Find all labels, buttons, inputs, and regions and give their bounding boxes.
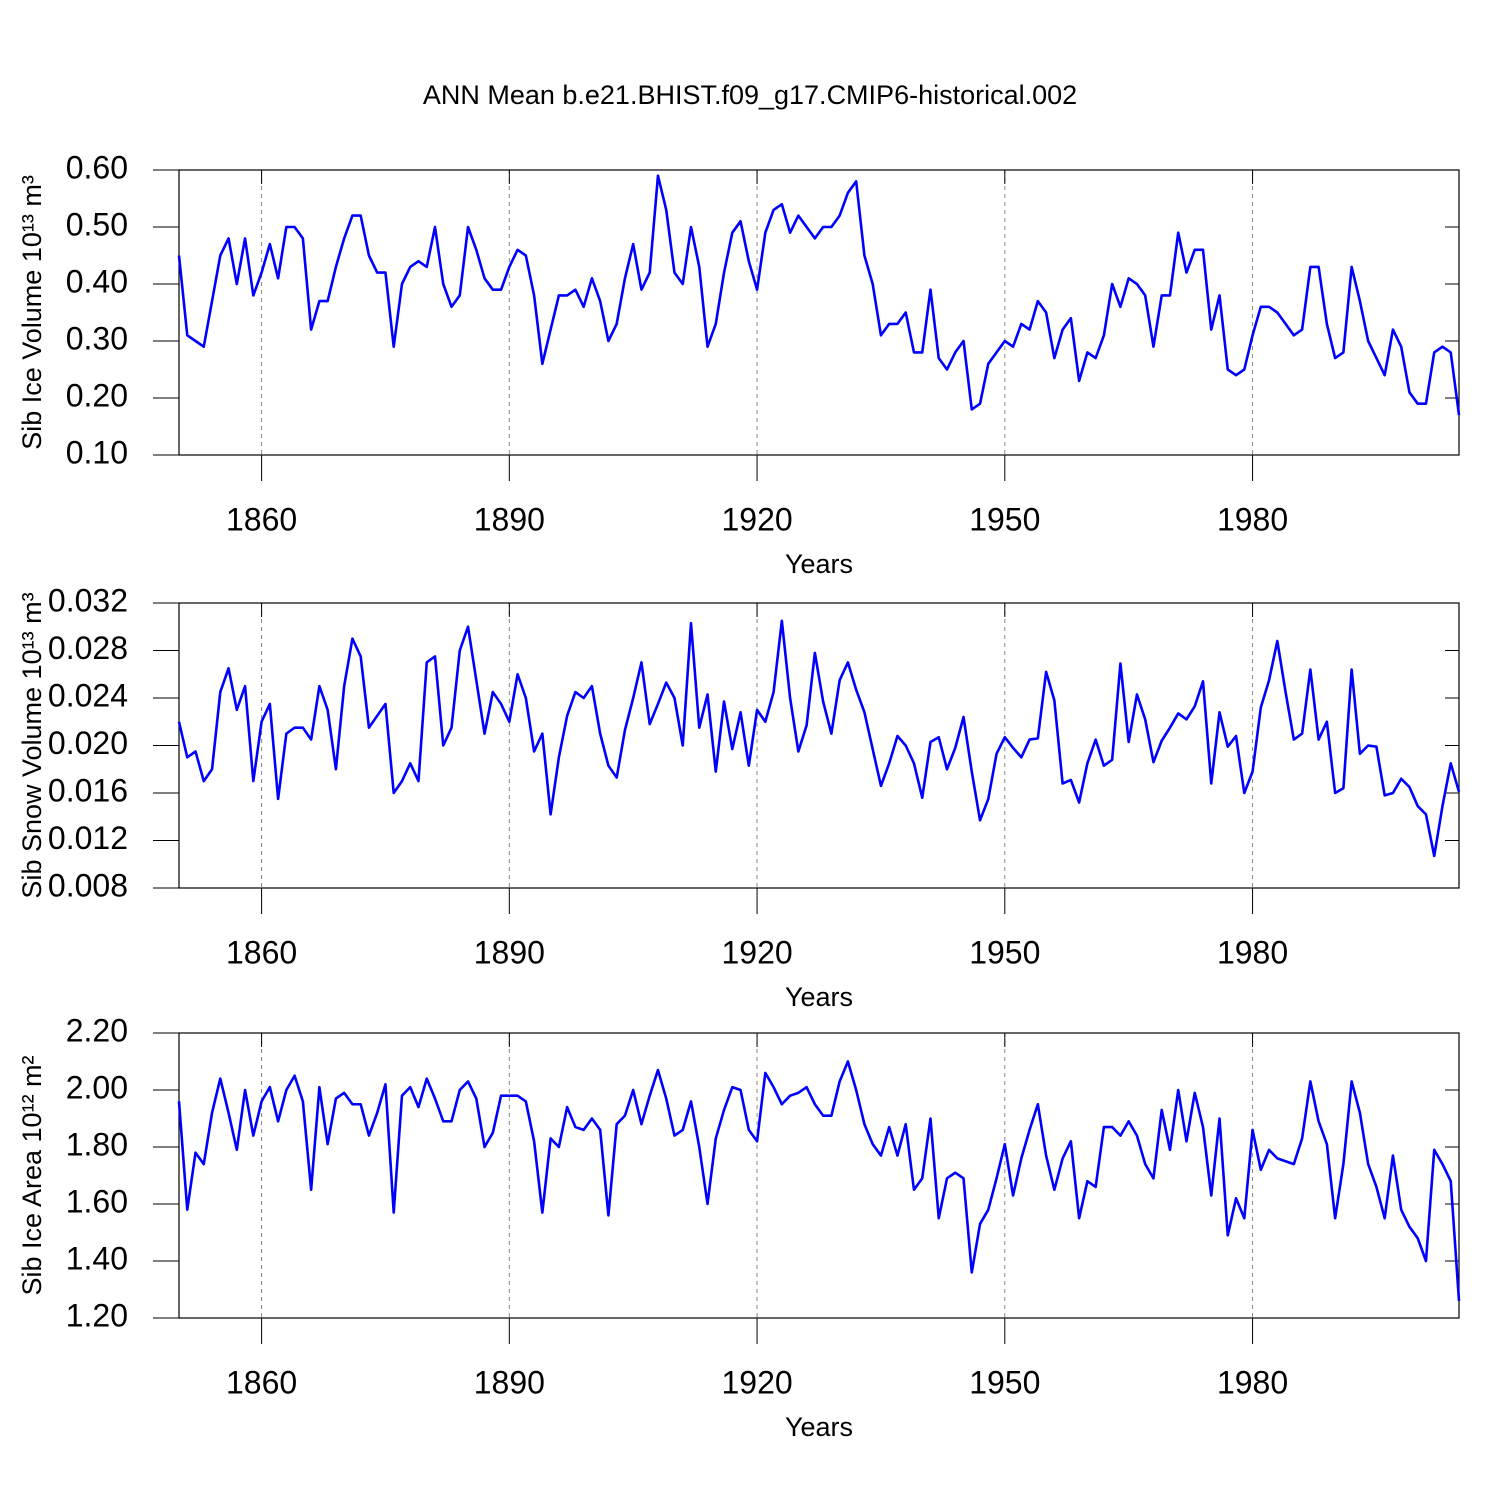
y-tick-label: 1.60 <box>66 1183 128 1219</box>
x-tick-label: 1980 <box>1217 1364 1288 1400</box>
figure-title: ANN Mean b.e21.BHIST.f09_g17.CMIP6-histo… <box>423 80 1077 110</box>
x-axis-label: Years <box>785 1412 853 1442</box>
y-tick-label: 2.00 <box>66 1069 128 1105</box>
x-tick-label: 1890 <box>474 1364 545 1400</box>
y-tick-label: 0.024 <box>48 677 128 713</box>
y-axis-label: Sib Ice Volume 10¹³ m³ <box>17 175 47 450</box>
data-line <box>177 619 1461 858</box>
plot-frame <box>178 602 1460 889</box>
x-tick-label: 1860 <box>226 501 297 537</box>
y-tick-label: 0.012 <box>48 820 128 856</box>
y-tick-label: 0.032 <box>48 582 128 618</box>
y-tick-label: 0.016 <box>48 772 128 808</box>
y-tick-label: 0.020 <box>48 725 128 761</box>
x-tick-label: 1950 <box>969 934 1040 970</box>
y-axis-label: Sib Snow Volume 10¹³ m³ <box>17 592 47 898</box>
x-tick-label: 1860 <box>226 1364 297 1400</box>
plot-frame <box>178 169 1460 456</box>
x-tick-label: 1860 <box>226 934 297 970</box>
y-tick-label: 0.028 <box>48 630 128 666</box>
y-tick-label: 0.50 <box>66 206 128 242</box>
y-tick-label: 0.20 <box>66 377 128 413</box>
y-tick-label: 1.80 <box>66 1126 128 1162</box>
x-tick-label: 1890 <box>474 501 545 537</box>
y-axis-label: Sib Ice Area 10¹² m² <box>17 1055 47 1295</box>
x-tick-label: 1920 <box>721 934 792 970</box>
x-tick-label: 1950 <box>969 1364 1040 1400</box>
y-tick-label: 1.40 <box>66 1240 128 1276</box>
data-line <box>177 1060 1461 1301</box>
plot-frame <box>178 1032 1460 1319</box>
x-tick-label: 1890 <box>474 934 545 970</box>
x-tick-label: 1980 <box>1217 501 1288 537</box>
x-tick-label: 1920 <box>721 1364 792 1400</box>
y-tick-label: 2.20 <box>66 1012 128 1048</box>
x-axis-label: Years <box>785 549 853 579</box>
y-tick-label: 0.008 <box>48 867 128 903</box>
y-tick-label: 1.20 <box>66 1297 128 1333</box>
y-tick-label: 0.40 <box>66 263 128 299</box>
y-tick-label: 0.10 <box>66 434 128 470</box>
data-line <box>177 174 1461 416</box>
y-tick-label: 0.30 <box>66 320 128 356</box>
x-tick-label: 1950 <box>969 501 1040 537</box>
x-axis-label: Years <box>785 982 853 1012</box>
y-tick-label: 0.60 <box>66 149 128 185</box>
x-tick-label: 1920 <box>721 501 792 537</box>
x-tick-label: 1980 <box>1217 934 1288 970</box>
